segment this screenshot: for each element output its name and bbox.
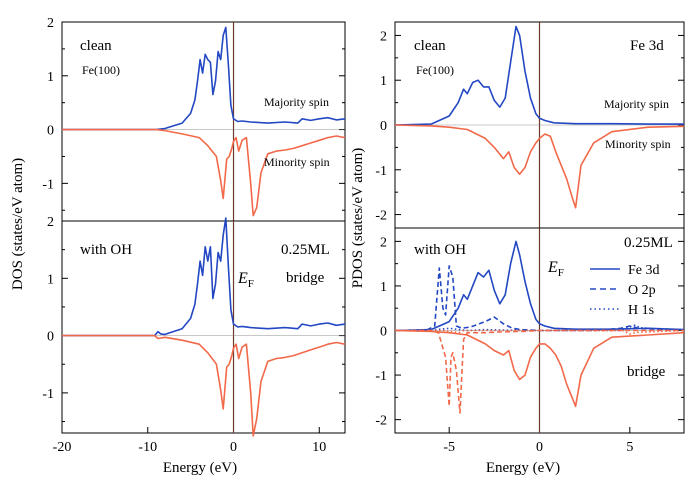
legend-label-h1s: H 1s — [628, 303, 654, 318]
y-tick-label: 0 — [47, 124, 54, 139]
series-h-1s — [395, 324, 685, 332]
rt-sub: Fe(100) — [416, 63, 454, 77]
series-fe-3d — [394, 240, 685, 332]
left-xticks: -20 -10 0 10 — [53, 427, 326, 455]
lb-coverage: 0.25ML — [281, 242, 330, 258]
right-xticks: -5 0 5 — [443, 427, 633, 455]
series-majority-spin — [62, 217, 346, 337]
x-tick-label: 0 — [536, 440, 543, 455]
y-tick-label: 2 — [47, 215, 54, 230]
y-tick-label: -1 — [375, 369, 387, 384]
x-tick-label: -5 — [443, 440, 455, 455]
y-tick-label: 2 — [380, 29, 387, 44]
x-tick-label: -20 — [53, 440, 72, 455]
x-tick-label: 10 — [312, 440, 326, 455]
legend-label-fe3d: Fe 3d — [628, 263, 660, 278]
left-top-plot — [62, 22, 346, 221]
series-h-1s-minority — [395, 329, 685, 335]
lb-site: bridge — [286, 270, 325, 286]
series-fe-3d-minority — [394, 329, 685, 408]
rb-coverage: 0.25ML — [624, 235, 673, 251]
series-minority-spin — [394, 124, 685, 209]
right-bottom-legend: Fe 3d O 2p H 1s — [590, 263, 660, 318]
right-bottom-plot — [394, 228, 685, 433]
y-tick-label: -2 — [375, 209, 387, 224]
right-bottom-yticks: 2 1 0 -1 -2 — [375, 235, 684, 429]
left-bottom-frame — [61, 220, 346, 434]
series-minority-spin — [62, 334, 346, 437]
y-tick-label: 2 — [47, 16, 54, 31]
legend-label-o2p: O 2p — [628, 283, 656, 298]
rt-orbital: Fe 3d — [630, 38, 664, 54]
rt-title: clean — [414, 38, 446, 54]
left-xlabel: Energy (eV) — [163, 460, 237, 476]
x-tick-label: -10 — [138, 440, 157, 455]
y-tick-label: 1 — [47, 272, 54, 287]
y-tick-label: 1 — [47, 70, 54, 85]
series-minority-spin — [62, 128, 346, 217]
x-tick-label: 0 — [230, 440, 237, 455]
right-xlabel: Energy (eV) — [486, 460, 560, 476]
rb-title: with OH — [414, 242, 466, 258]
lt-sub: Fe(100) — [82, 63, 120, 77]
y-tick-label: 2 — [380, 235, 387, 250]
rt-min: Minority spin — [605, 137, 671, 151]
series-majority-spin — [62, 26, 346, 131]
lt-min: Minority spin — [264, 155, 330, 169]
y-tick-label: -2 — [375, 414, 387, 429]
lt-maj: Majority spin — [264, 95, 329, 109]
left-ylabel: DOS (states/eV atom) — [10, 158, 26, 290]
lb-ef: EF — [237, 270, 254, 290]
left-bottom-plot — [62, 217, 346, 437]
right-ylabel: PDOS (states/eV atom) — [350, 148, 366, 289]
y-tick-label: -1 — [42, 177, 54, 192]
y-tick-label: 0 — [47, 330, 54, 345]
right-top-yticks: 2 1 0 -1 -2 — [375, 29, 684, 224]
y-tick-label: -1 — [375, 164, 387, 179]
y-tick-label: 1 — [380, 280, 387, 295]
left-top-yticks: 2 1 0 -1 — [42, 16, 345, 211]
lb-title: with OH — [80, 242, 132, 258]
rt-maj: Majority spin — [604, 97, 669, 111]
rb-site: bridge — [627, 364, 666, 380]
x-tick-label: 5 — [626, 440, 633, 455]
lt-title: clean — [80, 38, 112, 54]
right-panel: PDOS (states/eV atom) Energy (eV) 2 1 0 -1 -… — [350, 21, 685, 476]
y-tick-label: 0 — [380, 119, 387, 134]
y-tick-label: 1 — [380, 74, 387, 89]
y-tick-label: 0 — [380, 325, 387, 340]
left-panel: DOS (states/eV atom) Energy (eV) 210-1 c… — [10, 16, 346, 476]
series-majority-spin — [394, 25, 684, 126]
y-tick-label: -1 — [42, 387, 54, 402]
right-top-plot — [394, 22, 685, 228]
rb-ef: EF — [547, 259, 564, 279]
